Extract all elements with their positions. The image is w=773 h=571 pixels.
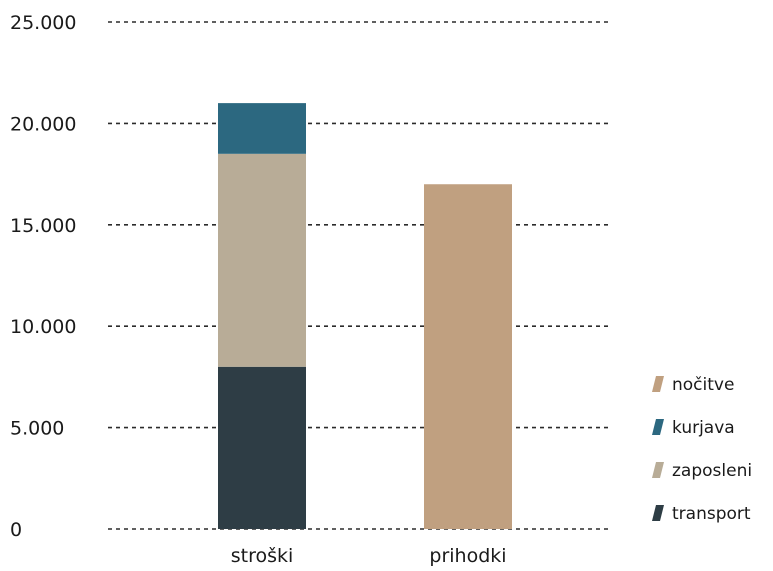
legend-swatch — [652, 419, 664, 435]
legend-item: transport — [652, 504, 751, 524]
legend-item: nočitve — [652, 375, 734, 395]
bars — [218, 103, 512, 530]
legend-label: zaposleni — [672, 461, 752, 481]
legend-label: kurjava — [672, 418, 735, 438]
legend-swatch — [652, 376, 664, 392]
gridlines — [108, 21, 610, 530]
bar-segment-transport — [218, 366, 306, 529]
y-tick-label: 15.000 — [10, 215, 76, 237]
y-tick-label: 25.000 — [10, 12, 76, 34]
legend-item: kurjava — [652, 418, 735, 438]
legend: nočitve kurjava zaposleni transport — [652, 375, 752, 524]
x-axis-categories: stroški prihodki — [231, 545, 507, 567]
y-axis-ticks: 0 5.000 10.000 15.000 20.000 25.000 — [10, 12, 76, 541]
legend-swatch — [652, 505, 664, 521]
y-tick-label: 0 — [10, 519, 22, 541]
bar-segment-kurjava — [218, 103, 306, 154]
x-category-label: prihodki — [429, 545, 506, 567]
bar-segment-nočitve — [424, 184, 512, 530]
y-tick-label: 20.000 — [10, 113, 76, 135]
bar-segment-zaposleni — [218, 153, 306, 367]
legend-label: transport — [672, 504, 751, 524]
x-category-label: stroški — [231, 545, 294, 567]
legend-swatch — [652, 462, 664, 478]
y-tick-label: 10.000 — [10, 316, 76, 338]
legend-item: zaposleni — [652, 461, 752, 481]
y-tick-label: 5.000 — [10, 418, 64, 440]
legend-label: nočitve — [672, 375, 734, 395]
